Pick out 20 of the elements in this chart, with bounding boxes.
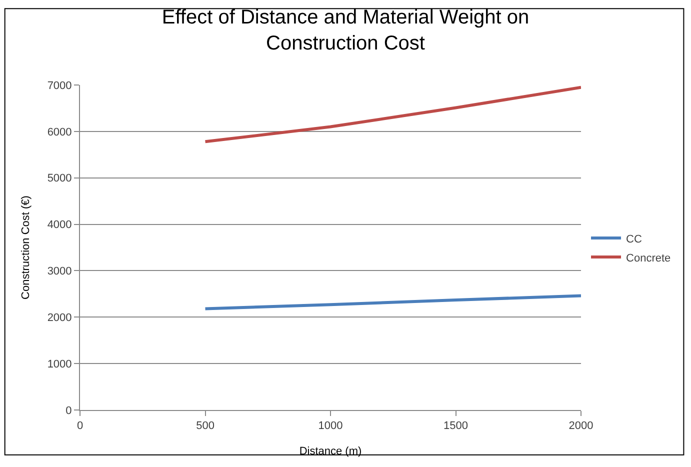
y-tick-label: 3000 bbox=[47, 266, 72, 278]
y-tick-label: 6000 bbox=[47, 126, 72, 138]
y-tick-label: 5000 bbox=[47, 172, 72, 185]
line-series bbox=[204, 294, 581, 310]
y-tick-label: 2000 bbox=[47, 312, 72, 324]
y-tick-label: 1000 bbox=[47, 358, 72, 370]
legend-label: CC bbox=[626, 233, 642, 246]
x-tick-label: 500 bbox=[196, 420, 214, 432]
line-series bbox=[204, 86, 581, 144]
y-tick-label: 4000 bbox=[47, 219, 72, 232]
legend-label: Concrete bbox=[626, 252, 671, 264]
x-tick-label: 2000 bbox=[568, 420, 594, 432]
y-tick-label: 7000 bbox=[47, 80, 72, 92]
chart-title: Effect of Distance and Material Weight on Construction Cost bbox=[162, 6, 530, 54]
x-tick-label: 1000 bbox=[318, 420, 343, 432]
x-tick-label: 0 bbox=[76, 420, 84, 432]
x-tick-label: 1500 bbox=[444, 420, 468, 432]
y-tick-label: 0 bbox=[66, 404, 72, 417]
x-axis-title: Distance (m) bbox=[299, 445, 362, 458]
y-axis-title: Construction Cost (€) bbox=[20, 196, 32, 300]
